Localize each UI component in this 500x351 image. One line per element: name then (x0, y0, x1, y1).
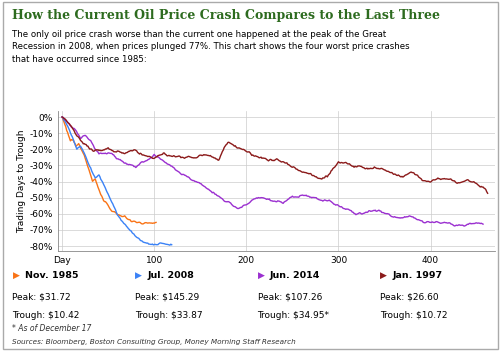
Y-axis label: Trading Days to Trough: Trading Days to Trough (18, 129, 26, 232)
Text: * As of December 17: * As of December 17 (12, 324, 92, 333)
Text: Trough: $10.72: Trough: $10.72 (380, 311, 448, 320)
Text: ▶: ▶ (380, 271, 387, 280)
Text: Sources: Bloomberg, Boston Consulting Group, Money Morning Staff Research: Sources: Bloomberg, Boston Consulting Gr… (12, 339, 296, 345)
Text: Jun. 2014: Jun. 2014 (270, 271, 320, 280)
Text: Trough: $33.87: Trough: $33.87 (135, 311, 202, 320)
Text: ▶: ▶ (135, 271, 142, 280)
Text: ▶: ▶ (258, 271, 264, 280)
Text: ▶: ▶ (12, 271, 20, 280)
Text: Peak: $107.26: Peak: $107.26 (258, 292, 322, 301)
Text: How the Current Oil Price Crash Compares to the Last Three: How the Current Oil Price Crash Compares… (12, 9, 440, 22)
Text: Jan. 1997: Jan. 1997 (392, 271, 442, 280)
Text: Peak: $26.60: Peak: $26.60 (380, 292, 438, 301)
Text: Peak: $31.72: Peak: $31.72 (12, 292, 71, 301)
Text: Peak: $145.29: Peak: $145.29 (135, 292, 199, 301)
Text: The only oil price crash worse than the current one happened at the peak of the : The only oil price crash worse than the … (12, 30, 410, 64)
Text: Nov. 1985: Nov. 1985 (25, 271, 78, 280)
Text: Trough: $10.42: Trough: $10.42 (12, 311, 80, 320)
Text: Trough: $34.95*: Trough: $34.95* (258, 311, 330, 320)
Text: Jul. 2008: Jul. 2008 (148, 271, 194, 280)
